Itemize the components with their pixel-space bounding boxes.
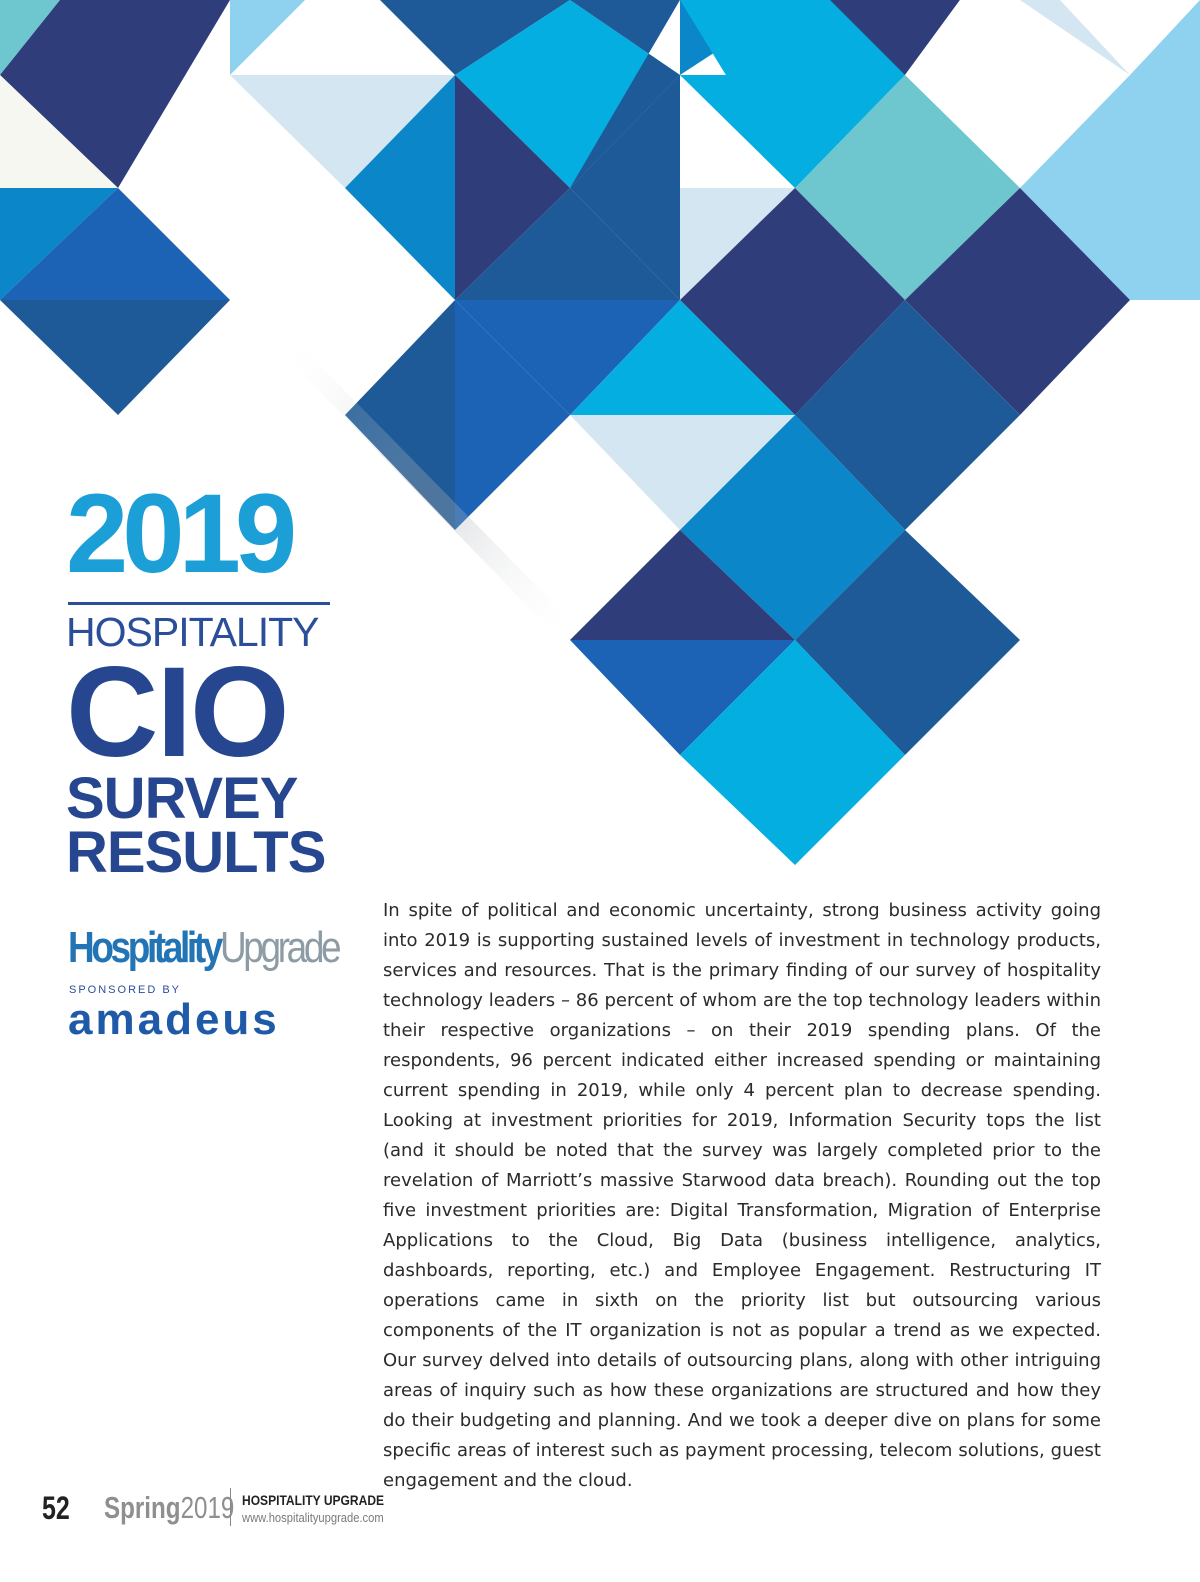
publication-name: HOSPITALITY UPGRADE [242,1492,385,1508]
season-word: Spring [104,1490,181,1525]
publication-url[interactable]: www.hospitalityupgrade.com [242,1510,384,1525]
logo-part-hospitality: Hospitality [68,923,223,972]
title-year: 2019 [66,471,297,596]
logo-block: HospitalityUpgrade SPONSORED BY amadeus [68,923,342,1044]
title-survey: SURVEY [66,765,298,831]
amadeus-logo: amadeus [68,995,280,1044]
geometric-mosaic-illustration [0,0,1200,865]
survey-title: 2019 HOSPITALITY CIO SURVEY RESULTS [66,471,366,886]
title-results: RESULTS [66,820,326,886]
issue-season: Spring2019 [104,1490,234,1526]
title-hospitality: HOSPITALITY [66,609,320,655]
intro-paragraph: In spite of political and economic uncer… [383,900,1101,1491]
sponsored-by-label: SPONSORED BY [69,984,182,996]
page-number: 52 [42,1490,70,1526]
title-cio: CIO [66,641,290,785]
hospitality-upgrade-logo: HospitalityUpgrade [68,923,342,972]
title-divider [68,602,330,605]
season-year: 2019 [180,1490,235,1525]
logo-part-upgrade: Upgrade [219,923,342,972]
footer-divider [230,1488,231,1526]
